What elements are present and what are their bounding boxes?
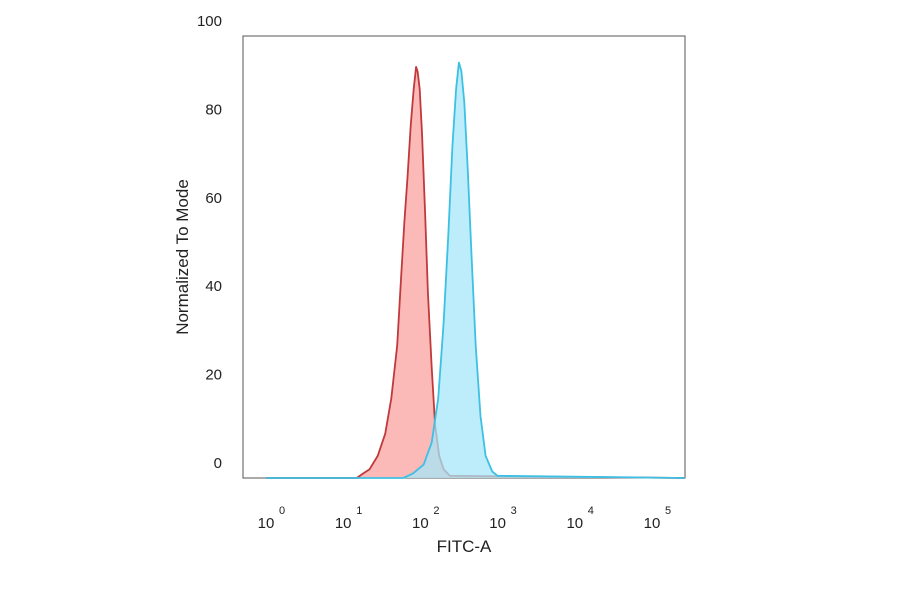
- series-line-2: [266, 61, 686, 479]
- x-tick-label: 10 5: [644, 505, 671, 532]
- x-tick-base: 10: [644, 515, 661, 532]
- y-tick-label: 20: [205, 367, 222, 384]
- series-area-2: [266, 62, 685, 478]
- x-tick-label: 10 0: [258, 505, 285, 532]
- y-axis-label: Normalized To Mode: [173, 179, 192, 335]
- y-tick-label: 60: [205, 190, 222, 207]
- x-tick-label: 10 3: [489, 505, 516, 532]
- x-tick-base: 10: [412, 515, 429, 532]
- x-tick-exponent: 5: [665, 505, 671, 517]
- x-axis-ticks: 10 0 10 1 10 2 10 3 10 4 10 5: [258, 505, 671, 532]
- y-tick-label: 80: [205, 101, 222, 118]
- x-tick-label: 10 1: [335, 505, 362, 532]
- series-layer: [266, 61, 686, 479]
- y-tick-label: 100: [197, 13, 222, 30]
- x-tick-exponent: 1: [356, 505, 362, 517]
- x-tick-base: 10: [566, 515, 583, 532]
- x-tick-exponent: 3: [511, 505, 517, 517]
- y-tick-label: 40: [205, 278, 222, 295]
- y-tick-label: 0: [214, 455, 222, 472]
- x-tick-base: 10: [335, 515, 352, 532]
- x-tick-base: 10: [489, 515, 506, 532]
- y-axis-ticks: 0 20 40 60 80 100: [197, 13, 222, 472]
- x-tick-exponent: 2: [433, 505, 439, 517]
- x-tick-exponent: 0: [279, 505, 285, 517]
- x-axis-label: FITC-A: [437, 537, 492, 556]
- x-tick-label: 10 2: [412, 505, 439, 532]
- x-tick-exponent: 4: [588, 505, 594, 517]
- x-tick-base: 10: [258, 515, 275, 532]
- x-tick-label: 10 4: [566, 505, 593, 532]
